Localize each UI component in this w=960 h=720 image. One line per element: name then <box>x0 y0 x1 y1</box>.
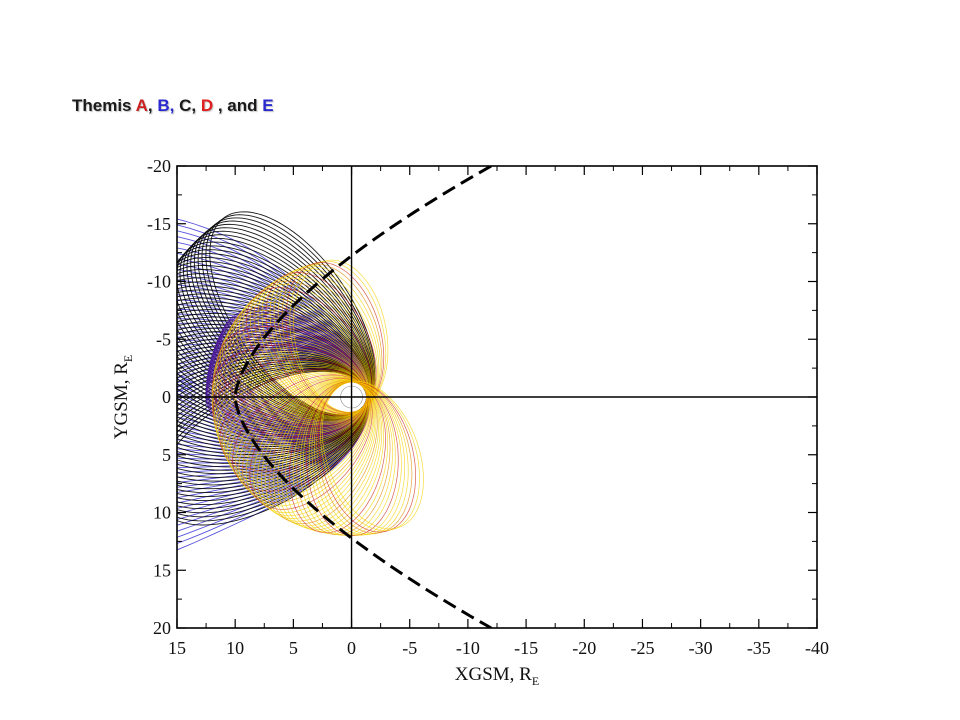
y-tick-label: 15 <box>153 560 171 580</box>
orbit-line <box>224 371 369 480</box>
y-tick-label: 5 <box>162 445 171 465</box>
slide-title: Themis A, B, C, D , and E <box>72 96 274 116</box>
orbit-line <box>211 353 368 446</box>
x-tick-label: -5 <box>402 638 417 658</box>
orbit-line <box>214 363 368 460</box>
y-tick-label: -5 <box>156 329 171 349</box>
orbit-line <box>212 358 368 453</box>
orbit-line <box>235 375 371 496</box>
axes: 15 10 5 0 -5 -10 -15 -20 -25 -30 -35 -40 -20 -15 -10 -5… <box>147 156 829 658</box>
title-part: , and <box>213 96 263 115</box>
orbit-line <box>289 381 386 534</box>
y-axis-title: YGSM, RE <box>111 355 135 439</box>
orbit-line <box>292 381 389 535</box>
orbit-line <box>321 380 424 530</box>
orbit-line <box>238 376 371 500</box>
x-axis-title: XGSM, RE <box>455 664 539 688</box>
orbit-line <box>320 381 420 531</box>
orbit-line <box>186 230 373 418</box>
orbit-line <box>177 249 371 420</box>
orbit-line <box>313 381 409 535</box>
orbit-line <box>261 379 376 519</box>
x-tick-label: -15 <box>514 638 538 658</box>
y-tick-label: -15 <box>147 214 171 234</box>
x-tick-label: -10 <box>456 638 480 658</box>
x-tick-label: 10 <box>226 638 244 658</box>
orbit-line <box>249 378 373 510</box>
orbit-line <box>308 381 402 536</box>
orbit-line <box>281 381 383 531</box>
orbit-line <box>177 257 370 422</box>
orbit-line <box>217 366 368 468</box>
orbit-line <box>311 381 406 536</box>
orbit-line <box>299 381 393 536</box>
title-part: D <box>200 96 214 115</box>
title-part: E <box>262 96 274 115</box>
orbit-line <box>177 349 368 468</box>
x-tick-label: 15 <box>168 638 186 658</box>
orbit-line <box>285 381 384 532</box>
orbit-line <box>216 365 368 464</box>
y-tick-label: 10 <box>153 503 171 523</box>
y-tick-label: -10 <box>147 272 171 292</box>
title-part: A <box>135 96 148 115</box>
title-part: Themis <box>72 96 136 115</box>
orbit-line <box>221 370 369 476</box>
orbit-line <box>316 381 413 534</box>
orbit-line <box>219 368 368 472</box>
orbit-line <box>177 353 368 475</box>
orbit-line <box>229 373 370 488</box>
title-part: B, <box>157 96 175 115</box>
orbit-line <box>306 381 399 536</box>
y-tick-label: 0 <box>162 387 171 407</box>
orbit-line <box>269 380 378 525</box>
orbit-line <box>318 381 416 533</box>
orbit-line <box>277 380 381 529</box>
orbit-line <box>273 380 380 527</box>
orbit-line <box>177 369 369 522</box>
x-tick-label: -25 <box>630 638 654 658</box>
orbit-line <box>213 361 368 457</box>
title-part: C <box>179 96 192 115</box>
x-tick-label: 5 <box>289 638 298 658</box>
orbit-line <box>253 378 374 513</box>
orbit-line <box>296 381 391 535</box>
x-tick-label: -20 <box>572 638 596 658</box>
orbit-line <box>177 367 369 510</box>
orbit-line <box>232 374 370 492</box>
x-tick-label: -35 <box>747 638 771 658</box>
y-tick-label: -20 <box>147 156 171 176</box>
x-tick-label: -30 <box>689 638 713 658</box>
orbit-line <box>242 376 372 503</box>
orbit-line <box>177 336 368 453</box>
x-tick-label: -40 <box>805 638 829 658</box>
orbit-line <box>212 356 368 450</box>
orbit-line <box>257 379 375 517</box>
orbit-line <box>212 344 368 438</box>
orbit-line <box>265 379 377 522</box>
orbit-line <box>177 364 369 502</box>
y-tick-label: 20 <box>153 618 171 638</box>
orbit-line <box>211 347 368 440</box>
title-part: , <box>147 96 158 115</box>
orbit-line <box>245 377 372 507</box>
x-tick-label: 0 <box>347 638 356 658</box>
title-part: , <box>191 96 201 115</box>
